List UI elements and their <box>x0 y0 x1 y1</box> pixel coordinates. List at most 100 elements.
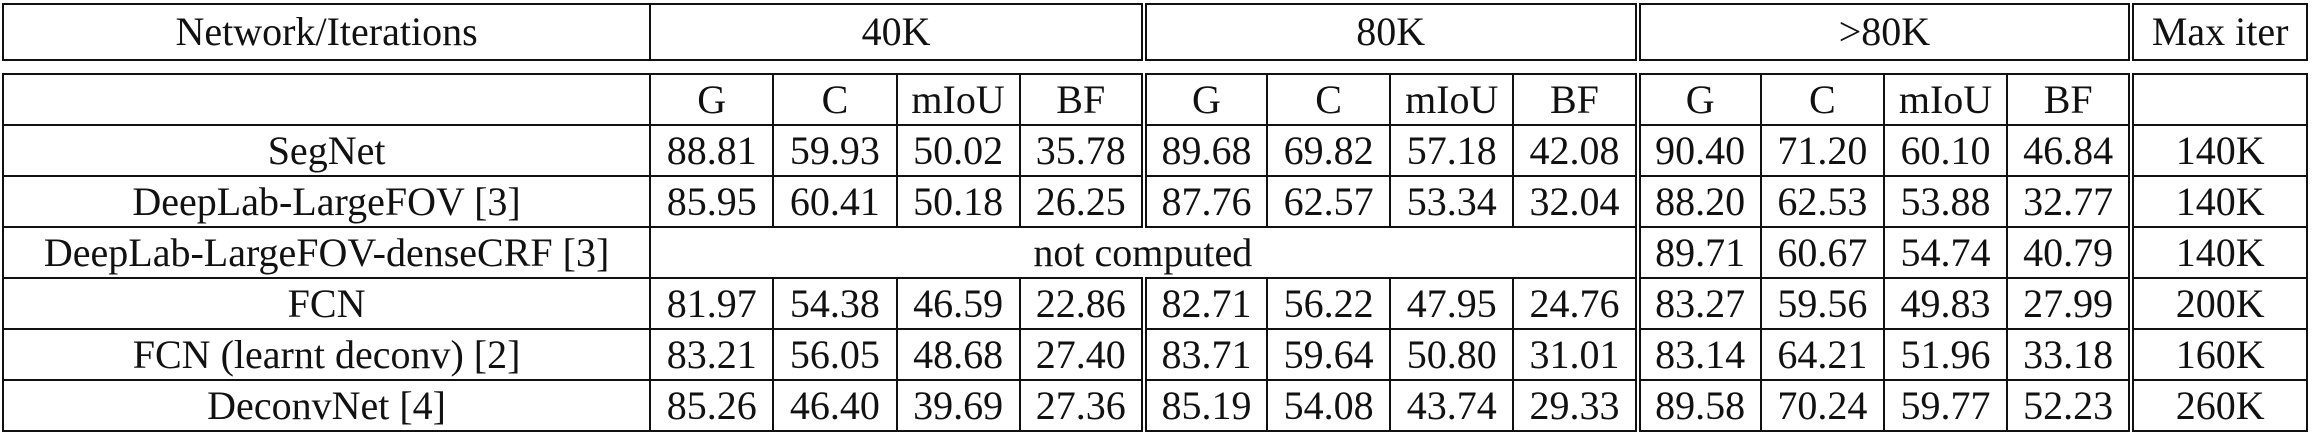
max-iter-cell: 140K <box>2130 124 2308 177</box>
value-cell: 85.95 <box>649 175 775 228</box>
value-cell: 83.21 <box>649 328 775 381</box>
value-cell: 62.57 <box>1266 175 1392 228</box>
group-header-gt80k: >80K <box>1636 3 2135 61</box>
subheader-bf: BF <box>2006 73 2135 126</box>
value-cell: 59.77 <box>1882 379 2009 432</box>
value-cell: 59.64 <box>1266 328 1392 381</box>
value-cell: 31.01 <box>1512 328 1641 381</box>
value-cell: 56.05 <box>772 328 898 381</box>
value-cell: 29.33 <box>1512 379 1641 432</box>
value-cell: 57.18 <box>1389 124 1515 177</box>
value-cell: 89.71 <box>1636 226 1762 279</box>
value-cell: 53.88 <box>1882 175 2009 228</box>
header-row: Network/Iterations 40K 80K >80K Max iter <box>1 3 2308 61</box>
value-cell: 27.40 <box>1018 328 1147 381</box>
value-cell: 33.18 <box>2006 328 2135 381</box>
value-cell: 70.24 <box>1759 379 1885 432</box>
value-cell: 89.58 <box>1636 379 1762 432</box>
value-cell: 22.86 <box>1018 277 1147 330</box>
subheader-empty <box>2130 73 2308 126</box>
subheader-empty <box>1 73 652 126</box>
value-cell: 54.74 <box>1882 226 2009 279</box>
group-header-40k: 40K <box>649 3 1147 61</box>
max-iter-cell: 140K <box>2130 175 2308 228</box>
subheader-row: G C mIoU BF G C mIoU BF G C mIoU BF <box>1 73 2308 126</box>
subheader-g: G <box>649 73 775 126</box>
subheader-miou: mIoU <box>1389 73 1515 126</box>
table-row: SegNet 88.81 59.93 50.02 35.78 89.68 69.… <box>1 124 2308 177</box>
value-cell: 26.25 <box>1018 175 1147 228</box>
max-iter-cell: 260K <box>2130 379 2308 432</box>
value-cell: 83.71 <box>1142 328 1269 381</box>
value-cell: 54.08 <box>1266 379 1392 432</box>
value-cell: 88.81 <box>649 124 775 177</box>
results-table: Network/Iterations 40K 80K >80K Max iter… <box>1 3 2308 432</box>
network-name: SegNet <box>1 124 652 177</box>
subheader-g: G <box>1142 73 1269 126</box>
subheader-g: G <box>1636 73 1762 126</box>
value-cell: 56.22 <box>1266 277 1392 330</box>
network-name: DeepLab-LargeFOV [3] <box>1 175 652 228</box>
subheader-c: C <box>1266 73 1392 126</box>
value-cell: 46.40 <box>772 379 898 432</box>
table-row: FCN 81.97 54.38 46.59 22.86 82.71 56.22 … <box>1 277 2308 330</box>
network-name: DeconvNet [4] <box>1 379 652 432</box>
value-cell: 49.83 <box>1882 277 2009 330</box>
network-name: DeepLab-LargeFOV-denseCRF [3] <box>1 226 652 279</box>
value-cell: 32.04 <box>1512 175 1641 228</box>
value-cell: 60.10 <box>1882 124 2009 177</box>
table-row: DeepLab-LargeFOV [3] 85.95 60.41 50.18 2… <box>1 175 2308 228</box>
value-cell: 47.95 <box>1389 277 1515 330</box>
subheader-c: C <box>1759 73 1885 126</box>
value-cell: 27.99 <box>2006 277 2135 330</box>
table-row: FCN (learnt deconv) [2] 83.21 56.05 48.6… <box>1 328 2308 381</box>
gap-cell <box>3 59 2307 75</box>
value-cell: 60.41 <box>772 175 898 228</box>
value-cell: 83.14 <box>1636 328 1762 381</box>
value-cell: 52.23 <box>2006 379 2135 432</box>
subheader-c: C <box>772 73 898 126</box>
value-cell: 27.36 <box>1018 379 1147 432</box>
max-iter-header: Max iter <box>2130 3 2308 61</box>
value-cell: 51.96 <box>1882 328 2009 381</box>
value-cell: 24.76 <box>1512 277 1641 330</box>
value-cell: 42.08 <box>1512 124 1641 177</box>
value-cell: 46.59 <box>895 277 1021 330</box>
value-cell: 62.53 <box>1759 175 1885 228</box>
value-cell: 43.74 <box>1389 379 1515 432</box>
value-cell: 40.79 <box>2006 226 2135 279</box>
value-cell: 71.20 <box>1759 124 1885 177</box>
value-cell: 69.82 <box>1266 124 1392 177</box>
value-cell: 81.97 <box>649 277 775 330</box>
value-cell: 82.71 <box>1142 277 1269 330</box>
network-header: Network/Iterations <box>1 3 652 61</box>
value-cell: 50.02 <box>895 124 1021 177</box>
value-cell: 48.68 <box>895 328 1021 381</box>
max-iter-cell: 140K <box>2130 226 2308 279</box>
value-cell: 50.80 <box>1389 328 1515 381</box>
not-computed-cell: not computed <box>649 226 1641 279</box>
value-cell: 53.34 <box>1389 175 1515 228</box>
network-name: FCN <box>1 277 652 330</box>
value-cell: 46.84 <box>2006 124 2135 177</box>
network-name: FCN (learnt deconv) [2] <box>1 328 652 381</box>
value-cell: 59.56 <box>1759 277 1885 330</box>
subheader-miou: mIoU <box>895 73 1021 126</box>
value-cell: 64.21 <box>1759 328 1885 381</box>
value-cell: 90.40 <box>1636 124 1762 177</box>
value-cell: 60.67 <box>1759 226 1885 279</box>
value-cell: 89.68 <box>1142 124 1269 177</box>
value-cell: 54.38 <box>772 277 898 330</box>
value-cell: 35.78 <box>1018 124 1147 177</box>
table-row: DeepLab-LargeFOV-denseCRF [3] not comput… <box>1 226 2308 279</box>
subheader-bf: BF <box>1512 73 1641 126</box>
value-cell: 59.93 <box>772 124 898 177</box>
header-gap <box>3 59 2307 75</box>
value-cell: 88.20 <box>1636 175 1762 228</box>
value-cell: 32.77 <box>2006 175 2135 228</box>
subheader-bf: BF <box>1018 73 1147 126</box>
value-cell: 85.19 <box>1142 379 1269 432</box>
table-row: DeconvNet [4] 85.26 46.40 39.69 27.36 85… <box>1 379 2308 432</box>
value-cell: 50.18 <box>895 175 1021 228</box>
value-cell: 83.27 <box>1636 277 1762 330</box>
